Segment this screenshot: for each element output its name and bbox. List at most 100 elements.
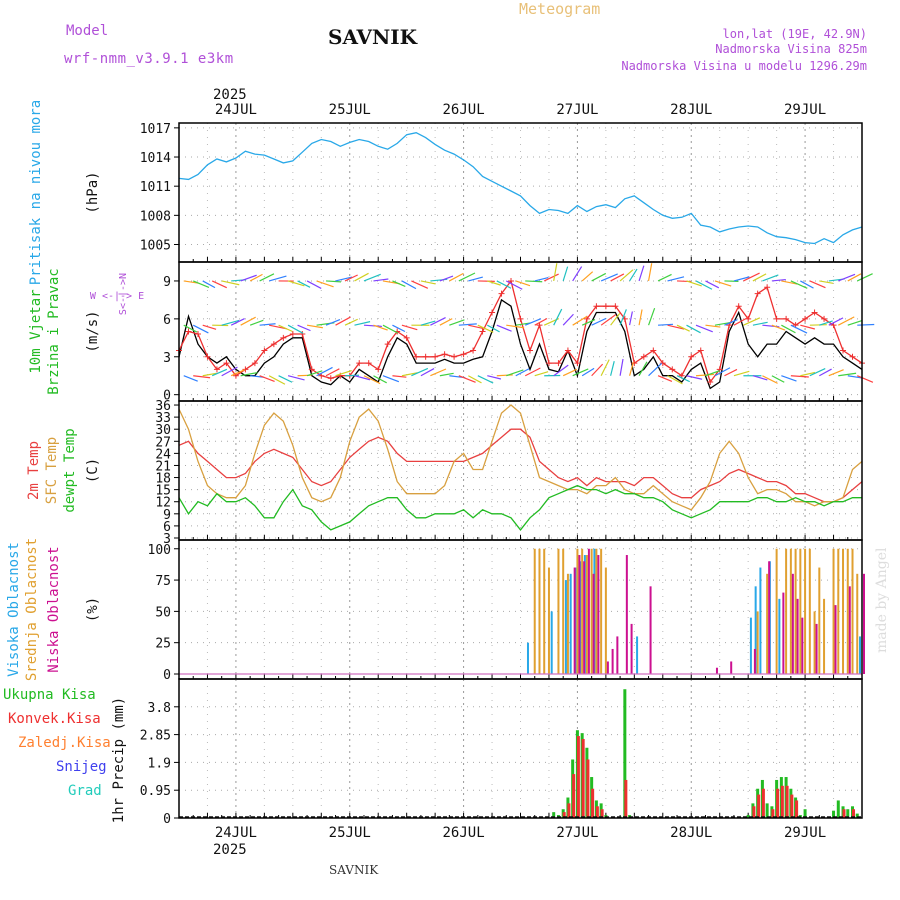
gust-marker [526, 347, 533, 354]
bar-konvek-kisa [576, 736, 580, 818]
bar-srednja [566, 573, 569, 674]
wind-arrow [771, 375, 785, 383]
bar-konvek-kisa [581, 738, 585, 818]
wind-arrow [477, 375, 494, 384]
wind-arrow [297, 280, 311, 288]
wind-arrow [344, 274, 358, 282]
date-label-top: 26JUL [443, 102, 485, 118]
wind-arrow [458, 375, 476, 383]
wind-arrow [392, 375, 407, 378]
bar-konvek-kisa [752, 806, 756, 818]
panel-pressure: 1005 1008 1011 1014 1017 Pritisak na nivou mo… [28, 100, 863, 285]
bar-konvek-kisa [795, 800, 799, 818]
wind-arrow [572, 368, 589, 377]
bar-srednja [604, 567, 607, 674]
y-tick-label: 50 [155, 605, 171, 620]
wind-arrow [610, 361, 615, 376]
wind-arrow [705, 280, 720, 289]
y-tick-label: 0 [163, 812, 171, 827]
wind-arrow [505, 280, 523, 290]
wind-arrow [335, 276, 353, 282]
bar-srednja [590, 548, 593, 674]
unit-label: (C) [85, 458, 101, 483]
wind-arrow [572, 315, 588, 326]
bar-konvek-kisa [567, 803, 571, 818]
bar-srednja [600, 548, 603, 674]
wind-arrow [496, 324, 512, 332]
bar-srednja [557, 548, 560, 674]
bar-niska [606, 661, 609, 674]
wind-arrow [401, 324, 418, 331]
bar-visoka [749, 617, 752, 674]
wind-arrow [335, 316, 351, 326]
bar-konvek-kisa [852, 809, 856, 818]
date-label-bottom: 29JUL [784, 825, 826, 841]
gust-marker [697, 347, 704, 354]
wind-arrow [249, 319, 264, 326]
wind-arrow [306, 370, 323, 377]
wind-arrow [230, 369, 246, 377]
bar-srednja [813, 611, 816, 674]
wind-arrow [838, 372, 857, 377]
wind-arrow [202, 280, 216, 289]
gust-marker [802, 315, 809, 322]
wind-arrow [647, 308, 656, 326]
wind-arrow [487, 324, 500, 333]
wind-arrow [667, 324, 685, 330]
wind-arrow [487, 280, 501, 286]
bar-niska [573, 567, 576, 674]
bar-niska [715, 667, 718, 674]
gust-marker [213, 366, 220, 373]
bar-srednja [799, 548, 802, 674]
gust-marker [242, 366, 249, 373]
date-label-bottom: 27JUL [556, 825, 598, 841]
wind-arrow [287, 280, 305, 287]
bar-ukupna-kisa [623, 689, 627, 818]
gust-marker [612, 303, 619, 310]
bar-niska [834, 605, 837, 674]
panel-label-cloud: Niska Oblacnost [46, 546, 62, 672]
wind-arrow [790, 324, 808, 334]
bar-konvek-kisa [790, 794, 794, 818]
wind-arrow [857, 323, 875, 326]
bar-konvek-kisa [595, 806, 599, 818]
y-tick-label: 1017 [140, 122, 171, 137]
gust-marker [413, 353, 420, 360]
wind-arrow [420, 320, 436, 326]
bar-visoka [569, 573, 572, 674]
station-title: SAVNIK [328, 25, 418, 49]
gust-marker [251, 360, 258, 367]
bar-niska [796, 598, 799, 674]
wind-arrow [534, 371, 549, 377]
panel-frame [178, 678, 863, 819]
bar-visoka [526, 642, 529, 674]
wind-arrow [809, 368, 826, 377]
wind-arrow [581, 319, 596, 326]
gust-marker [650, 347, 657, 354]
gust-marker [470, 347, 477, 354]
wind-arrow [449, 272, 464, 282]
wind-arrow [658, 323, 674, 326]
wind-arrow [515, 280, 531, 287]
wind-arrow [705, 370, 720, 377]
bar-srednja [533, 548, 536, 674]
bar-srednja [818, 567, 821, 674]
wind-arrow [695, 280, 713, 290]
date-label-bottom: 26JUL [443, 825, 485, 841]
y-tick-label: 6 [163, 520, 171, 535]
wind-arrow [781, 280, 798, 285]
wind-arrow [648, 362, 663, 377]
wind-arrow [287, 324, 304, 334]
wind-arrow [667, 375, 683, 385]
bar-niska [801, 617, 804, 674]
wind-arrow [373, 324, 388, 331]
wind-arrow [809, 324, 827, 326]
wind-arrow [363, 273, 381, 282]
legend-item: Ukupna Kisa [3, 687, 96, 703]
wind-arrow [667, 276, 685, 282]
year-bottom: 2025 [213, 842, 247, 858]
panel-label-pressure: Pritisak na nivou mora [28, 100, 44, 285]
wind-arrow [752, 273, 767, 282]
gust-marker [299, 331, 306, 338]
wind-arrow [325, 319, 341, 326]
